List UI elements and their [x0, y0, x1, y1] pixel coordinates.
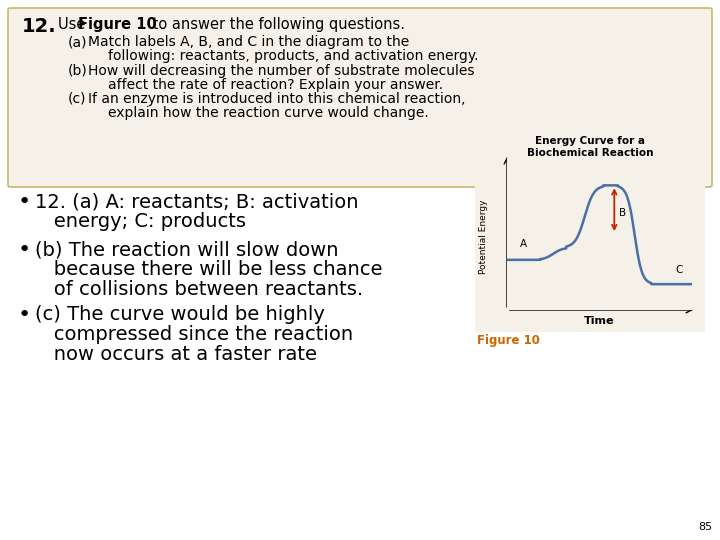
Text: B: B: [619, 208, 626, 218]
Text: If an enzyme is introduced into this chemical reaction,: If an enzyme is introduced into this che…: [88, 92, 466, 106]
Text: Use: Use: [58, 17, 90, 32]
Text: Potential Energy: Potential Energy: [479, 200, 487, 274]
Bar: [475, 132, 705, 332]
Text: 85: 85: [698, 522, 712, 532]
Text: Biochemical Reaction: Biochemical Reaction: [527, 148, 653, 158]
Text: now occurs at a faster rate: now occurs at a faster rate: [35, 345, 317, 364]
Text: How will decreasing the number of substrate molecules: How will decreasing the number of substr…: [88, 64, 474, 78]
Text: (a): (a): [68, 35, 88, 49]
FancyBboxPatch shape: [8, 8, 712, 187]
Text: energy; C: products: energy; C: products: [35, 212, 246, 231]
Text: explain how the reaction curve would change.: explain how the reaction curve would cha…: [108, 106, 428, 120]
Text: to answer the following questions.: to answer the following questions.: [148, 17, 405, 32]
Text: (c) The curve would be highly: (c) The curve would be highly: [35, 305, 325, 324]
Text: Figure 10: Figure 10: [477, 334, 540, 347]
Text: compressed since the reaction: compressed since the reaction: [35, 325, 353, 344]
Text: Time: Time: [584, 316, 615, 326]
Text: 12. (a) A: reactants; B: activation: 12. (a) A: reactants; B: activation: [35, 192, 359, 211]
Text: of collisions between reactants.: of collisions between reactants.: [35, 280, 363, 299]
Text: Energy Curve for a: Energy Curve for a: [535, 136, 645, 146]
Text: (b): (b): [68, 64, 88, 78]
Text: C: C: [675, 265, 683, 275]
Text: 12.: 12.: [22, 17, 57, 36]
Text: Match labels A, B, and C in the diagram to the: Match labels A, B, and C in the diagram …: [88, 35, 409, 49]
Text: A: A: [520, 239, 527, 249]
Text: following: reactants, products, and activation energy.: following: reactants, products, and acti…: [108, 49, 479, 63]
Text: •: •: [18, 305, 31, 325]
Text: Figure 10: Figure 10: [78, 17, 157, 32]
Text: (b) The reaction will slow down: (b) The reaction will slow down: [35, 240, 338, 259]
Text: •: •: [18, 192, 31, 212]
Text: (c): (c): [68, 92, 86, 106]
Text: •: •: [18, 240, 31, 260]
Text: because there will be less chance: because there will be less chance: [35, 260, 382, 279]
Text: affect the rate of reaction? Explain your answer.: affect the rate of reaction? Explain you…: [108, 78, 443, 92]
